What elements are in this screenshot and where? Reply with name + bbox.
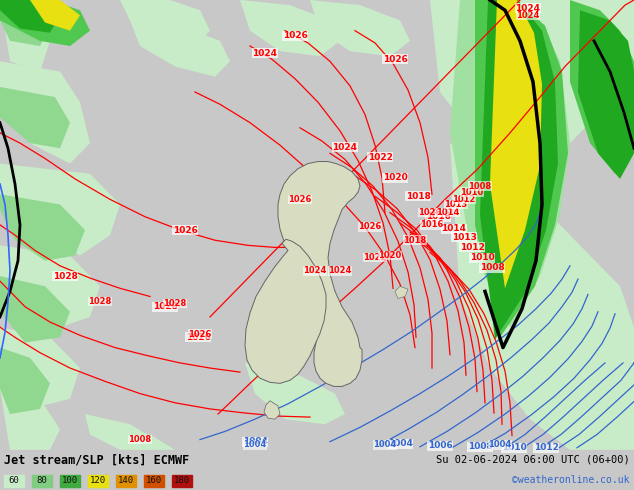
Text: 1020: 1020 [378,251,401,260]
Text: 1024: 1024 [328,267,352,275]
Text: 1028: 1028 [164,299,186,308]
Polygon shape [450,143,634,450]
Polygon shape [130,21,230,76]
Text: 1004: 1004 [387,439,413,448]
Text: 1014: 1014 [436,208,460,217]
Bar [4,475,24,487]
Bar [172,475,192,487]
Polygon shape [490,0,542,288]
Text: 1026: 1026 [418,208,442,217]
Text: 1026: 1026 [382,55,408,64]
Polygon shape [240,0,340,56]
Text: 1004: 1004 [488,440,512,449]
Text: 1026: 1026 [188,330,212,339]
Text: 1024: 1024 [332,143,358,152]
Polygon shape [0,0,60,33]
Polygon shape [0,194,85,261]
Polygon shape [430,0,634,174]
Text: 1008: 1008 [129,435,152,444]
Polygon shape [245,239,326,383]
Bar [144,475,164,487]
Text: 1018: 1018 [406,192,430,201]
Text: 1004: 1004 [243,437,268,446]
Text: 1010: 1010 [460,188,484,196]
Text: 1026: 1026 [172,225,197,235]
Text: 1026: 1026 [283,31,307,40]
Polygon shape [570,0,634,174]
Text: 1013: 1013 [444,200,468,209]
Text: 1006: 1006 [427,441,453,450]
Text: 1004: 1004 [243,440,267,449]
Bar [116,475,136,487]
Text: 1024: 1024 [515,4,541,13]
Polygon shape [450,0,570,327]
Text: 1018: 1018 [403,236,427,245]
Text: 180: 180 [174,476,190,486]
Text: 100: 100 [62,476,78,486]
Text: 1026: 1026 [186,333,210,342]
Text: ©weatheronline.co.uk: ©weatheronline.co.uk [512,475,630,485]
Text: 1004: 1004 [373,440,397,449]
Text: 1022: 1022 [368,153,392,162]
Polygon shape [310,0,410,56]
Text: 1014: 1014 [441,224,467,234]
Polygon shape [85,414,155,450]
Polygon shape [0,87,70,148]
Text: 1012: 1012 [460,243,484,252]
Polygon shape [0,61,90,164]
Text: 60: 60 [9,476,20,486]
Text: 1008: 1008 [480,263,505,272]
Text: 1008: 1008 [468,442,493,451]
Bar [88,475,108,487]
Bar [32,475,52,487]
Text: 1012: 1012 [452,195,476,204]
Text: 1013: 1013 [451,233,476,242]
Text: 1024: 1024 [252,49,278,58]
Text: 1028: 1028 [153,302,178,311]
Text: 1024: 1024 [303,267,327,275]
Polygon shape [120,0,210,46]
Polygon shape [0,0,90,46]
Polygon shape [0,164,120,256]
Polygon shape [0,389,60,450]
Text: 1012: 1012 [534,443,559,452]
Text: 1008: 1008 [469,182,491,191]
Polygon shape [0,347,50,414]
Polygon shape [245,363,345,424]
Text: 1028: 1028 [53,271,77,281]
Text: 80: 80 [37,476,48,486]
Text: 1026: 1026 [358,222,382,231]
Polygon shape [95,424,175,450]
Polygon shape [30,0,80,31]
Text: 1020: 1020 [383,173,408,182]
Polygon shape [0,0,50,72]
Text: 140: 140 [118,476,134,486]
Text: 120: 120 [90,476,106,486]
Text: 1028: 1028 [88,297,112,306]
Text: Su 02-06-2024 06:00 UTC (06+00): Su 02-06-2024 06:00 UTC (06+00) [436,455,630,465]
Text: 160: 160 [146,476,162,486]
Polygon shape [264,401,280,419]
Polygon shape [0,276,70,343]
Polygon shape [475,0,568,337]
Bar [60,475,80,487]
Text: 1016: 1016 [425,212,450,221]
Polygon shape [395,286,408,298]
Text: 1010: 1010 [470,253,495,262]
Text: 1022: 1022 [363,253,387,262]
Text: 1024: 1024 [516,11,540,20]
Polygon shape [0,0,50,46]
Polygon shape [278,162,362,387]
Polygon shape [0,245,100,327]
Text: 1010: 1010 [501,443,526,452]
Text: 1026: 1026 [288,195,312,204]
Text: Jet stream/SLP [kts] ECMWF: Jet stream/SLP [kts] ECMWF [4,453,190,466]
Polygon shape [578,10,634,179]
Polygon shape [0,327,80,409]
Text: 1016: 1016 [420,220,444,229]
Polygon shape [480,0,558,340]
